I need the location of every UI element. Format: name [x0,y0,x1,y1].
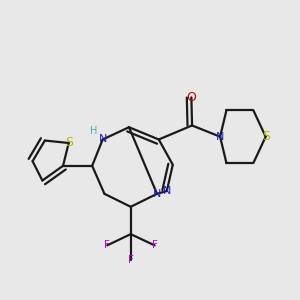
Text: H: H [89,126,97,136]
Text: N: N [153,189,161,199]
Text: F: F [104,240,110,250]
Text: F: F [152,240,158,250]
Text: N: N [163,186,171,196]
Text: F: F [128,255,134,266]
Text: N: N [98,134,107,145]
Text: O: O [186,91,196,104]
Text: S: S [65,136,73,149]
Text: S: S [262,130,270,143]
Text: N: N [216,132,224,142]
